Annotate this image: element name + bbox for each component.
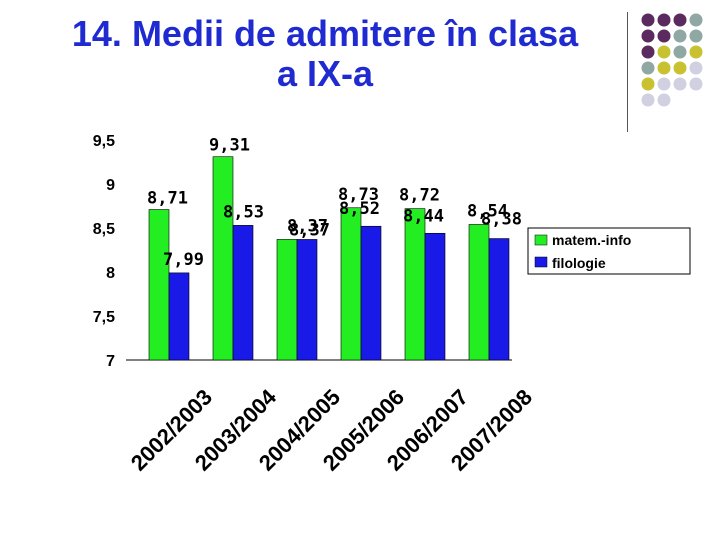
data-label: 8,37 — [289, 220, 330, 240]
y-tick-label: 9,5 — [93, 133, 115, 150]
data-label: 8,37 — [287, 216, 328, 236]
legend-box — [527, 227, 691, 275]
data-label: 7,99 — [163, 250, 204, 270]
decor-dot — [673, 61, 687, 75]
bar-matem-info — [212, 156, 234, 361]
legend-label-filologie: filologie — [552, 255, 606, 271]
decor-dot — [641, 45, 655, 59]
decor-dot — [689, 13, 703, 27]
decor-dot — [657, 45, 671, 59]
bar-filologie — [232, 225, 254, 361]
decor-dot — [657, 93, 671, 107]
y-tick-label: 9 — [106, 177, 115, 194]
decor-dot — [673, 29, 687, 43]
legend-swatch-filologie — [534, 256, 548, 268]
legend-label-matem-info: matem.-info — [552, 232, 631, 248]
data-labels: 8,71 7,99 9,31 8,53 8,378,37 8,738,52 8,728,44… — [147, 136, 522, 270]
data-label: 8,73 — [338, 185, 379, 205]
y-axis-ticks: 7 7,5 8 8,5 9 9,5 — [93, 133, 115, 370]
decor-dot — [689, 45, 703, 59]
decor-dot — [673, 13, 687, 27]
y-tick-label: 7 — [106, 353, 115, 370]
bar-matem-info — [468, 224, 490, 361]
bar-matem-info — [148, 209, 170, 361]
bar-filologie — [168, 272, 190, 361]
legend-swatch-matem-info — [534, 234, 548, 246]
bar-filologie — [488, 238, 510, 361]
slide-title: 14. Medii de admitere în clasa a IX-a — [30, 14, 620, 94]
bars — [148, 156, 510, 361]
decor-divider — [627, 12, 628, 132]
y-tick-label: 8,5 — [93, 221, 115, 238]
decor-dot — [689, 61, 703, 75]
title-line-1: 14. Medii de admitere în clasa — [71, 13, 579, 54]
y-tick-label: 7,5 — [93, 309, 115, 326]
category-labels: 2002/20032003/20042004/20052005/20062006… — [126, 384, 537, 476]
data-label: 9,31 — [209, 136, 250, 156]
bar-filologie — [360, 225, 382, 361]
decor-dot — [641, 93, 655, 107]
data-label: 8,52 — [339, 199, 380, 219]
data-label: 8,54 — [467, 201, 508, 221]
legend: matem.-info filologie — [527, 227, 691, 275]
data-label: 8,38 — [481, 210, 522, 230]
decor-dot — [641, 77, 655, 91]
title-line-2: a IX-a — [276, 53, 374, 94]
decor-dot — [689, 29, 703, 43]
data-label: 8,44 — [403, 206, 444, 226]
bar-matem-info — [276, 239, 298, 361]
bar-filologie — [296, 239, 318, 361]
decor-dot — [641, 13, 655, 27]
decor-dot — [689, 77, 703, 91]
decor-dot — [673, 45, 687, 59]
bar-matem-info — [404, 208, 426, 361]
decor-dot — [657, 77, 671, 91]
data-label: 8,71 — [147, 189, 188, 209]
decor-dot — [641, 29, 655, 43]
data-label: 8,72 — [399, 186, 440, 206]
decor-dot — [657, 29, 671, 43]
data-label: 8,53 — [223, 202, 264, 222]
decor-dot — [657, 61, 671, 75]
decor-dot — [657, 13, 671, 27]
bar-filologie — [424, 232, 446, 361]
y-tick-label: 8 — [106, 265, 115, 282]
bar-matem-info — [340, 207, 362, 361]
decor-dot — [673, 77, 687, 91]
decor-dot — [641, 61, 655, 75]
